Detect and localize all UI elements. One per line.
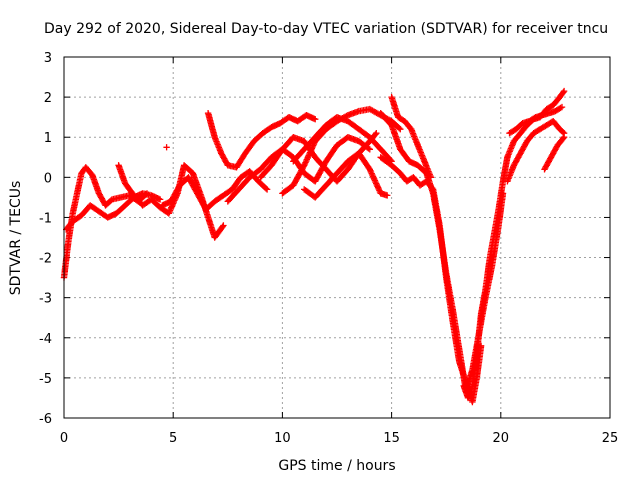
data-point — [559, 129, 567, 136]
y-tick-label: -5 — [39, 372, 52, 387]
data-point — [372, 178, 379, 186]
data-point — [163, 144, 170, 151]
series-track-b — [63, 190, 164, 233]
y-tick-label: -3 — [39, 292, 52, 307]
data-point — [168, 204, 175, 211]
y-tick-label: 0 — [44, 171, 52, 186]
data-point — [396, 125, 403, 132]
y-tick-label: -6 — [39, 412, 52, 427]
data-point — [397, 126, 404, 133]
series-track-e — [204, 110, 319, 171]
series-track-m — [388, 93, 435, 181]
grid-lines — [64, 57, 610, 418]
data-point — [302, 159, 309, 166]
y-tick-label: 1 — [44, 131, 52, 146]
y-tick-label: 3 — [44, 51, 52, 66]
data-point — [558, 103, 566, 111]
data-point — [427, 174, 435, 181]
data-point — [262, 185, 270, 192]
series-track-i — [290, 114, 395, 165]
data-point — [557, 104, 564, 112]
x-tick-label: 10 — [274, 431, 291, 446]
x-tick-label: 15 — [383, 431, 400, 446]
series-track-r — [541, 134, 568, 173]
series-track-j — [301, 150, 391, 201]
x-tick-label: 20 — [493, 431, 510, 446]
series-track-n — [460, 154, 511, 402]
data-point — [560, 135, 567, 142]
data-point — [219, 223, 226, 230]
x-tick-label: 0 — [60, 431, 68, 446]
series-track-l — [377, 110, 507, 394]
data-point — [560, 87, 568, 95]
data-point — [308, 145, 316, 152]
data-point — [366, 146, 373, 153]
data-point — [373, 130, 380, 137]
data-point — [384, 192, 391, 199]
y-tick-label: -4 — [39, 332, 52, 347]
data-point — [560, 134, 568, 141]
data-point — [373, 181, 380, 189]
y-tick-label: -2 — [39, 252, 52, 267]
data-point — [165, 210, 172, 217]
data-point — [560, 89, 567, 96]
data-point — [312, 116, 319, 123]
data-point — [370, 174, 377, 181]
series-isolated — [163, 144, 170, 151]
data-points — [60, 87, 568, 406]
x-axis-label: GPS time / hours — [278, 458, 395, 474]
y-tick-label: -1 — [39, 211, 52, 226]
data-point — [369, 171, 376, 179]
series-track-q — [506, 103, 566, 137]
data-point — [303, 156, 310, 163]
data-point — [374, 184, 382, 191]
data-point — [220, 222, 227, 229]
data-point — [305, 152, 312, 159]
y-axis-label: SDTVAR / TECUs — [8, 181, 24, 296]
chart-title: Day 292 of 2020, Sidereal Day-to-day VTE… — [44, 21, 608, 37]
y-tick-label: 2 — [44, 91, 52, 106]
data-point — [301, 162, 308, 169]
data-point — [156, 196, 164, 203]
data-point — [263, 186, 271, 193]
x-tick-label: 25 — [602, 431, 619, 446]
plot-frame — [63, 56, 611, 419]
data-point — [372, 131, 379, 138]
axis-ticks: 0 5 10 15 20 25 -6 -5 -4 -3 -2 -1 0 1 2 3 — [39, 51, 618, 446]
series-track-p — [504, 118, 568, 185]
x-tick-label: 5 — [169, 431, 177, 446]
